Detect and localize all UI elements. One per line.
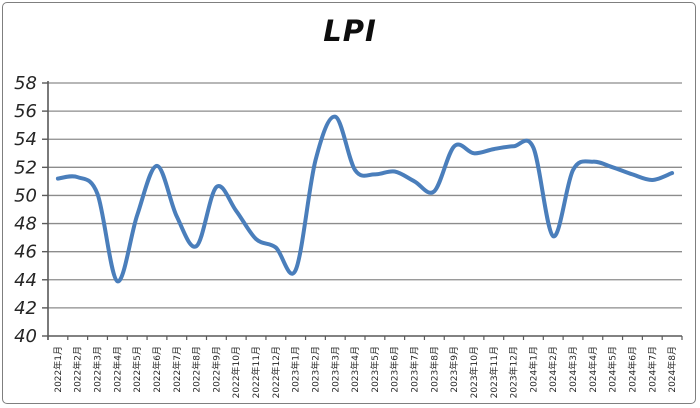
x-axis-label: 2023年9月 xyxy=(448,346,460,393)
x-axis-label: 2023年6月 xyxy=(389,346,401,393)
y-axis-label: 42 xyxy=(14,298,37,319)
x-axis-label: 2022年11月 xyxy=(250,346,262,398)
x-axis-label: 2023年7月 xyxy=(409,346,421,393)
x-axis-label: 2024年6月 xyxy=(626,346,638,393)
x-axis-label: 2022年5月 xyxy=(131,346,143,393)
x-axis-label: 2023年4月 xyxy=(349,346,361,393)
y-axis-label: 48 xyxy=(14,214,37,235)
y-axis-label: 58 xyxy=(14,73,37,94)
x-axis-label: 2022年3月 xyxy=(92,346,104,393)
x-axis-label: 2024年7月 xyxy=(646,346,658,393)
x-axis-label: 2023年8月 xyxy=(428,346,440,393)
x-axis-label: 2023年1月 xyxy=(290,346,302,393)
x-axis-label: 2023年3月 xyxy=(329,346,341,393)
y-axis-label: 54 xyxy=(14,129,37,150)
x-axis-label: 2022年10月 xyxy=(230,346,242,398)
x-axis-label: 2023年5月 xyxy=(369,346,381,393)
x-axis-label: 2022年2月 xyxy=(72,346,84,393)
lpi-data-line xyxy=(55,114,675,284)
x-axis-label: 2023年11月 xyxy=(488,346,500,398)
x-axis-label: 2023年2月 xyxy=(309,346,321,393)
x-axis-label: 2024年1月 xyxy=(527,346,539,393)
x-axis-label: 2024年2月 xyxy=(547,346,559,393)
x-axis-label: 2022年6月 xyxy=(151,346,163,393)
x-axis-label: 2022年4月 xyxy=(111,346,123,393)
x-axis-label: 2024年4月 xyxy=(587,346,599,393)
x-axis-label: 2024年8月 xyxy=(666,346,678,393)
x-axis-label: 2022年1月 xyxy=(52,346,64,393)
x-axis-label: 2022年7月 xyxy=(171,346,183,393)
chart-title: LPI xyxy=(323,14,377,48)
y-axis-label: 56 xyxy=(14,101,37,122)
y-axis-label: 52 xyxy=(14,157,37,178)
x-axis-label: 2023年12月 xyxy=(508,346,520,398)
y-axis-label: 50 xyxy=(14,185,37,206)
x-axis-label: 2023年10月 xyxy=(468,346,480,398)
x-axis-label: 2022年12月 xyxy=(270,346,282,398)
x-axis-label: 2022年8月 xyxy=(191,346,203,393)
chart-frame xyxy=(2,2,696,404)
x-axis-label: 2024年3月 xyxy=(567,346,579,393)
x-axis-label: 2022年9月 xyxy=(210,346,222,393)
y-axis-label: 40 xyxy=(14,326,37,347)
x-axis-label: 2024年5月 xyxy=(607,346,619,393)
y-axis-label: 46 xyxy=(14,242,37,263)
y-axis-label: 44 xyxy=(14,270,37,291)
